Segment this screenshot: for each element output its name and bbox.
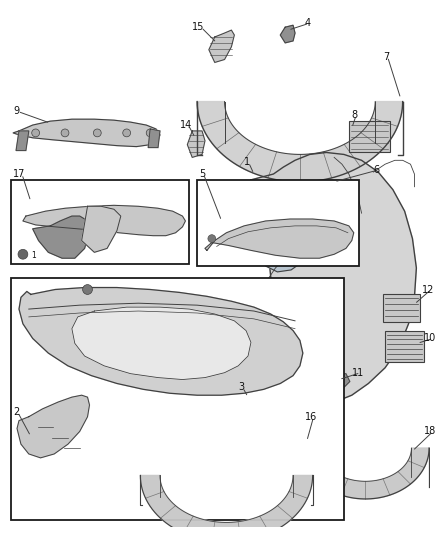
Text: 2: 2 — [13, 407, 19, 417]
Bar — [349, 121, 390, 152]
Polygon shape — [205, 219, 354, 258]
Text: 18: 18 — [424, 426, 436, 437]
Polygon shape — [209, 30, 234, 62]
Polygon shape — [259, 221, 314, 272]
Text: 15: 15 — [192, 22, 205, 32]
Text: 17: 17 — [13, 169, 25, 179]
Text: 11: 11 — [352, 368, 364, 378]
Bar — [11, 278, 344, 521]
Text: 3: 3 — [238, 382, 244, 392]
Text: 14: 14 — [180, 120, 192, 130]
Polygon shape — [17, 395, 89, 458]
Circle shape — [93, 129, 101, 137]
Polygon shape — [197, 102, 403, 182]
Bar — [385, 330, 424, 362]
Polygon shape — [148, 129, 160, 148]
Polygon shape — [187, 131, 205, 157]
Polygon shape — [16, 131, 29, 150]
Polygon shape — [72, 307, 251, 379]
Polygon shape — [332, 374, 350, 387]
Text: 8: 8 — [352, 110, 358, 120]
Bar — [197, 180, 359, 266]
Circle shape — [208, 235, 216, 243]
Text: 1: 1 — [244, 157, 250, 167]
Polygon shape — [19, 287, 303, 395]
Polygon shape — [241, 389, 283, 425]
Polygon shape — [33, 216, 89, 258]
Text: 9: 9 — [13, 107, 19, 116]
Text: 4: 4 — [305, 18, 311, 28]
Text: 12: 12 — [422, 285, 434, 295]
Text: 7: 7 — [383, 52, 389, 61]
Circle shape — [83, 285, 92, 294]
Polygon shape — [81, 206, 121, 252]
Text: 1: 1 — [31, 251, 35, 260]
Polygon shape — [140, 475, 313, 533]
Circle shape — [146, 129, 154, 137]
Polygon shape — [302, 448, 429, 499]
Circle shape — [61, 129, 69, 137]
Polygon shape — [23, 205, 185, 236]
Text: 5: 5 — [199, 169, 205, 179]
Text: 16: 16 — [305, 411, 317, 422]
Polygon shape — [248, 152, 417, 409]
Polygon shape — [280, 25, 295, 43]
Bar — [11, 180, 189, 264]
Polygon shape — [13, 119, 160, 147]
Text: 6: 6 — [373, 165, 379, 175]
Circle shape — [277, 323, 309, 354]
Circle shape — [123, 129, 131, 137]
Circle shape — [32, 129, 39, 137]
Bar — [383, 294, 420, 322]
Circle shape — [18, 249, 28, 259]
Text: 10: 10 — [424, 334, 436, 343]
